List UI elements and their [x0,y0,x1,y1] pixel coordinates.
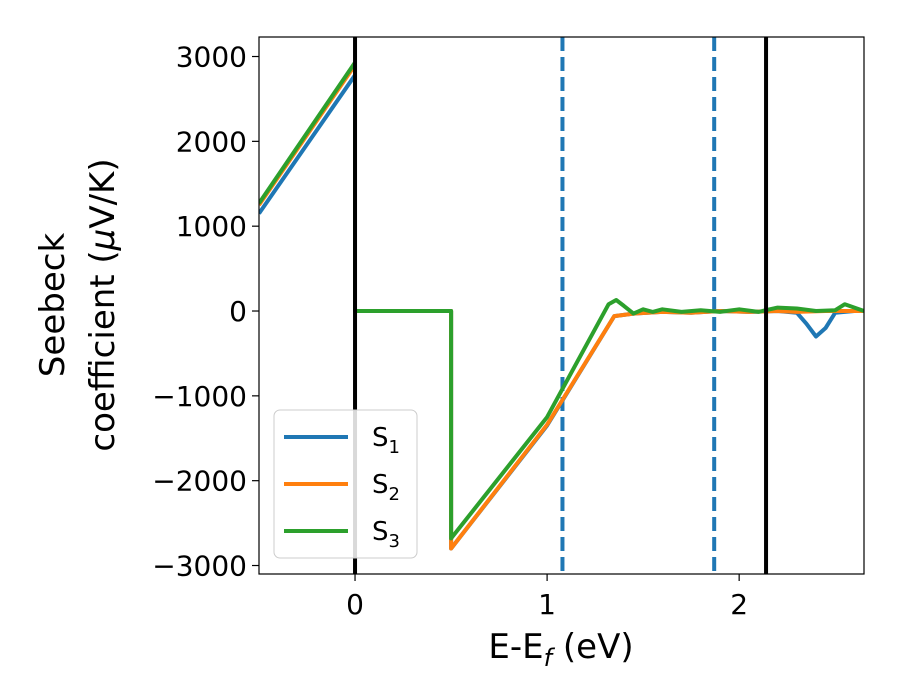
y-tick-label: −1000 [152,380,247,413]
y-tick-label: 1000 [176,210,247,243]
x-axis-label: E-Ef (eV) [488,627,633,672]
y-tick-label: 2000 [176,125,247,158]
x-tick-label: 0 [346,588,364,621]
y-axis-label-line2: coefficient (μV/K) [83,158,123,451]
series-lines [259,60,864,551]
y-tick-label: −2000 [152,465,247,498]
y-axis-label: Seebeck coefficient (μV/K) [33,158,123,451]
x-tick-label: 2 [730,588,748,621]
series-line-3 [259,60,864,541]
legend-label-1: S1 [372,423,400,458]
y-axis-label-line1: Seebeck [33,233,73,378]
x-tick-label: 1 [538,588,556,621]
legend-label-3: S3 [372,517,400,552]
reference-lines [560,37,717,574]
y-tick-label: −3000 [152,550,247,583]
axis-ticks: 0 1 2 3000 2000 1000 0 −1000 −2000 −3000 [152,41,748,621]
y-tick-label: 0 [229,295,247,328]
legend: S1 S2 S3 [273,409,418,559]
y-tick-label: 3000 [176,41,247,74]
legend-label-2: S2 [372,470,400,505]
plot-frame [258,36,865,575]
